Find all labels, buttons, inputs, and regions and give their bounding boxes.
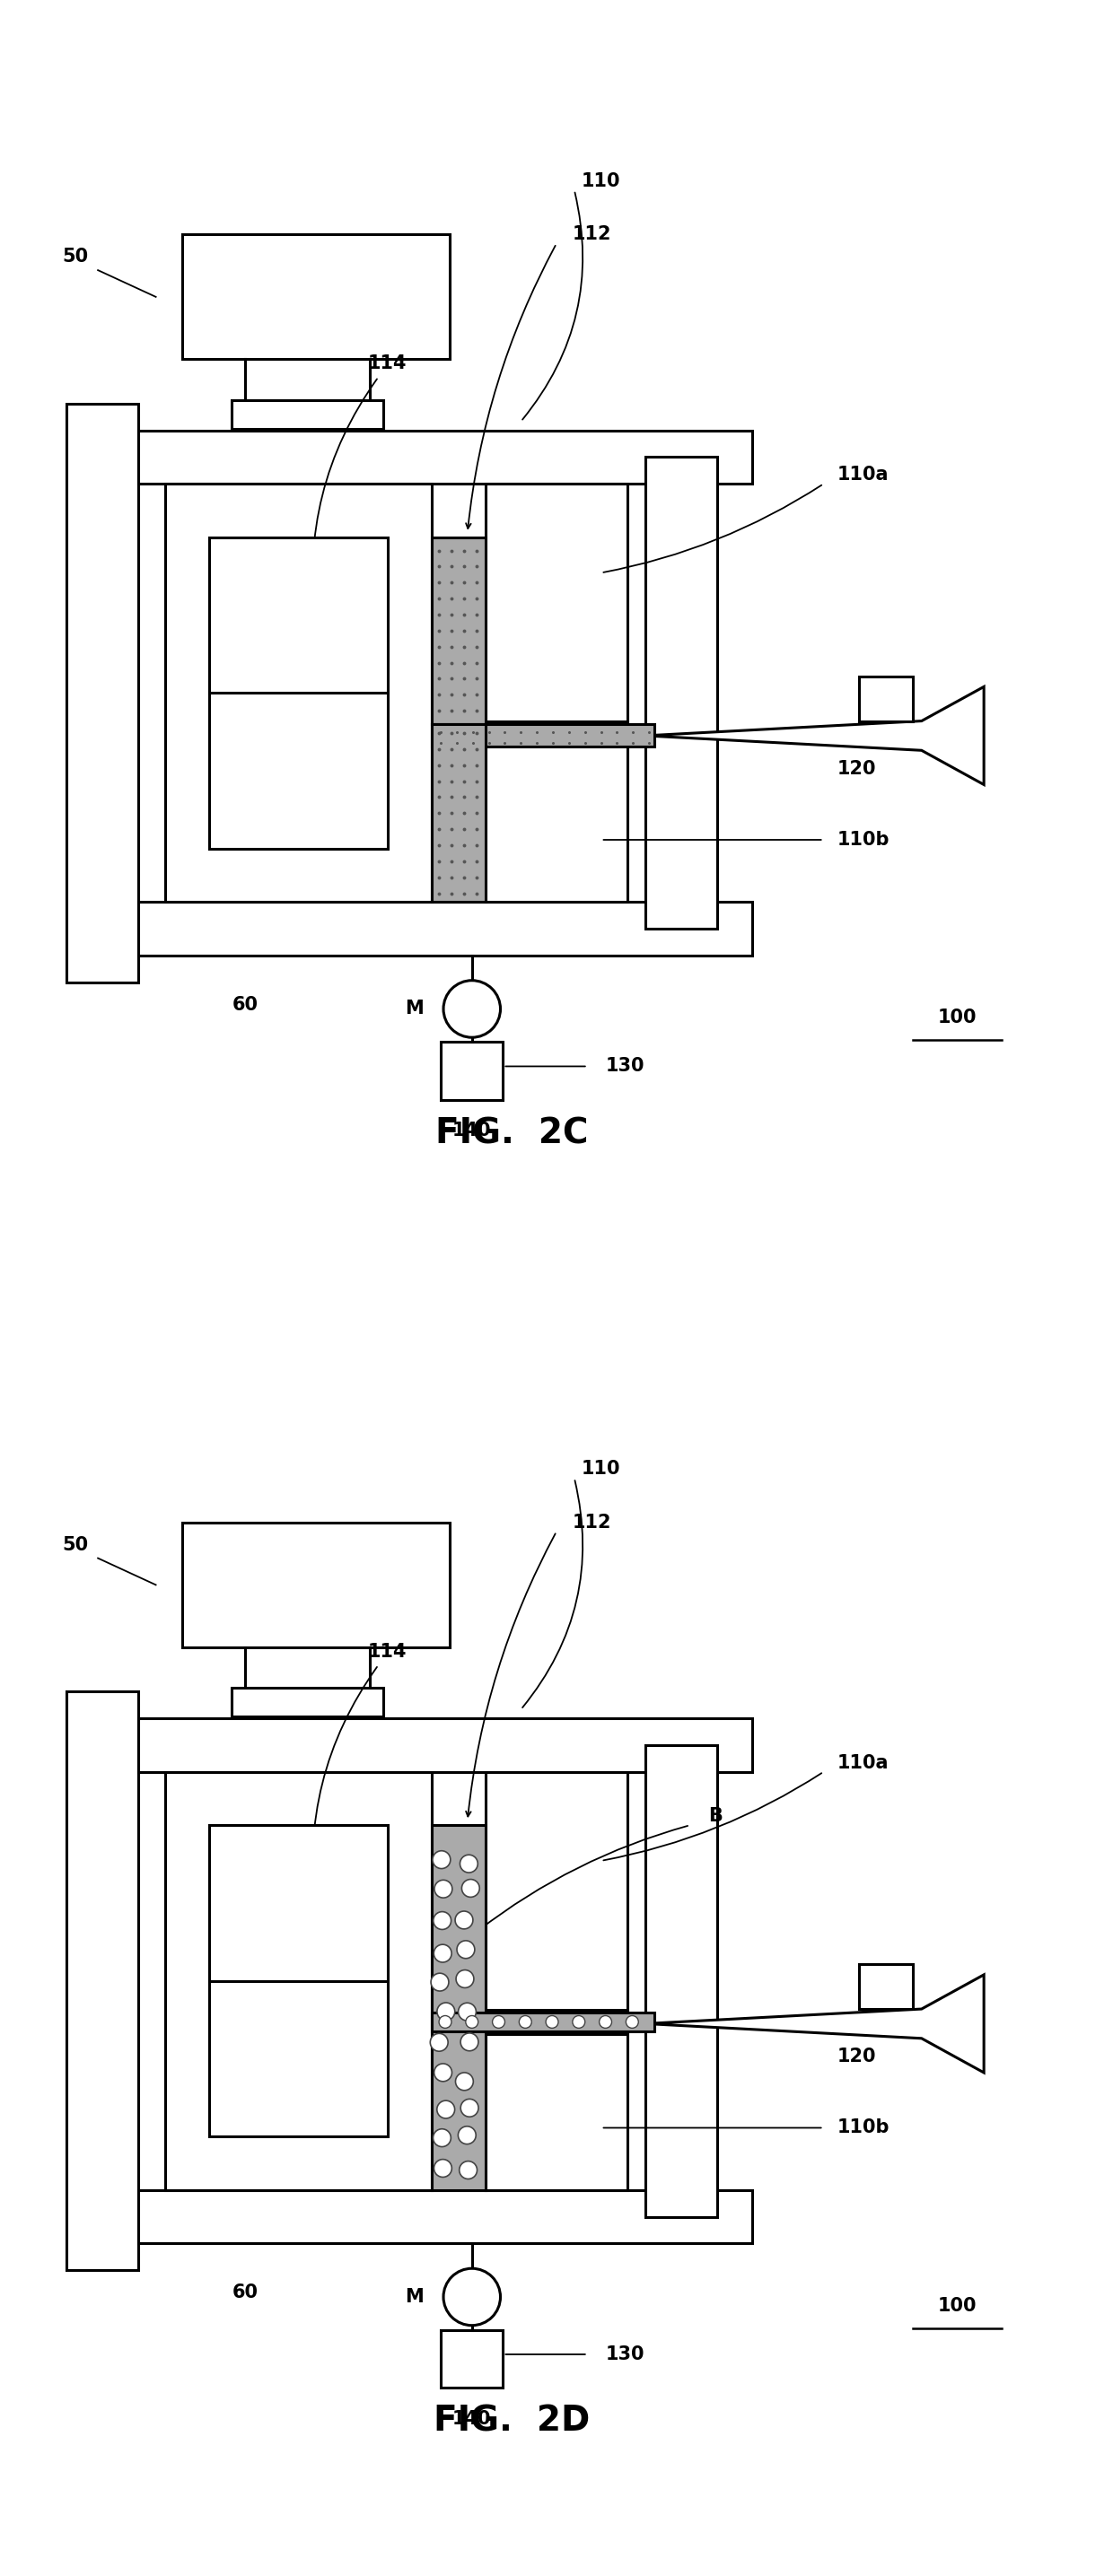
- Circle shape: [460, 1855, 477, 1873]
- Text: 100: 100: [937, 1010, 977, 1028]
- Circle shape: [519, 2014, 532, 2027]
- Text: 100: 100: [937, 2298, 977, 2316]
- Circle shape: [459, 2125, 476, 2143]
- Circle shape: [437, 2002, 455, 2020]
- Text: 50: 50: [62, 247, 88, 265]
- Bar: [432, 538, 485, 724]
- Circle shape: [434, 2159, 452, 2177]
- Bar: [138, 1718, 752, 1772]
- Circle shape: [459, 2004, 476, 2020]
- Circle shape: [455, 1911, 473, 1929]
- Bar: [138, 2190, 752, 2244]
- Circle shape: [456, 1971, 474, 1989]
- Circle shape: [434, 2063, 452, 2081]
- Text: FIG.  2D: FIG. 2D: [434, 2403, 590, 2439]
- Bar: [432, 724, 654, 747]
- Text: FIG.  2C: FIG. 2C: [435, 1115, 589, 1151]
- Circle shape: [437, 2099, 455, 2117]
- Bar: [232, 1687, 383, 1716]
- Text: B: B: [708, 1808, 722, 1826]
- Circle shape: [431, 2032, 449, 2050]
- Bar: [432, 1826, 485, 2190]
- Bar: [646, 456, 717, 930]
- Circle shape: [431, 1973, 449, 1991]
- Circle shape: [492, 2014, 505, 2027]
- Text: 110: 110: [581, 173, 621, 191]
- Bar: [67, 404, 138, 981]
- Text: 130: 130: [605, 2344, 644, 2362]
- Polygon shape: [646, 1976, 984, 2074]
- Circle shape: [461, 2032, 479, 2050]
- Bar: [646, 1744, 717, 2218]
- Text: 140: 140: [452, 1123, 492, 1139]
- Bar: [432, 724, 485, 902]
- Circle shape: [434, 1945, 452, 1963]
- Circle shape: [599, 2014, 612, 2027]
- Circle shape: [455, 2074, 473, 2089]
- Text: M: M: [405, 999, 423, 1018]
- Circle shape: [462, 1880, 480, 1896]
- Text: M: M: [405, 2287, 423, 2306]
- Text: 60: 60: [232, 994, 258, 1012]
- Bar: [485, 747, 628, 902]
- Circle shape: [460, 2161, 477, 2179]
- Circle shape: [433, 1850, 451, 1868]
- Bar: [432, 2012, 654, 2032]
- Circle shape: [434, 1880, 452, 1899]
- Circle shape: [443, 981, 501, 1038]
- Text: 110b: 110b: [837, 2120, 889, 2136]
- Bar: [183, 1522, 450, 1646]
- Bar: [859, 677, 913, 721]
- Bar: [138, 430, 752, 484]
- Bar: [67, 1692, 138, 2269]
- Bar: [183, 234, 450, 358]
- Circle shape: [439, 2014, 452, 2027]
- Bar: [441, 2329, 503, 2388]
- Text: 110: 110: [581, 1461, 621, 1479]
- Text: 110a: 110a: [837, 1754, 888, 1772]
- Circle shape: [465, 2014, 479, 2027]
- Circle shape: [456, 1940, 474, 1958]
- Text: 120: 120: [837, 760, 876, 778]
- Bar: [165, 1772, 432, 2190]
- Text: 120: 120: [837, 2048, 876, 2066]
- Bar: [165, 484, 432, 902]
- Bar: [232, 399, 383, 428]
- Bar: [485, 1772, 628, 2009]
- Circle shape: [443, 2269, 501, 2326]
- Text: 60: 60: [232, 2282, 258, 2300]
- Bar: [209, 538, 387, 848]
- Text: 110a: 110a: [837, 466, 888, 484]
- Bar: [209, 1826, 387, 2136]
- Circle shape: [433, 2128, 451, 2146]
- Text: 114: 114: [367, 355, 407, 374]
- Circle shape: [626, 2014, 639, 2027]
- Text: 110b: 110b: [837, 832, 889, 848]
- Bar: [485, 2035, 628, 2190]
- Text: 130: 130: [605, 1056, 644, 1074]
- Text: 112: 112: [572, 1515, 612, 1533]
- Text: 114: 114: [367, 1643, 407, 1662]
- Circle shape: [433, 1911, 451, 1929]
- Circle shape: [545, 2014, 559, 2027]
- Text: 140: 140: [452, 2411, 492, 2427]
- Circle shape: [461, 2099, 479, 2117]
- Circle shape: [572, 2014, 585, 2027]
- Text: 112: 112: [572, 227, 612, 245]
- Bar: [859, 1965, 913, 2009]
- Bar: [441, 1041, 503, 1100]
- Bar: [138, 902, 752, 956]
- Text: 50: 50: [62, 1535, 88, 1553]
- Bar: [485, 484, 628, 721]
- Polygon shape: [646, 688, 984, 786]
